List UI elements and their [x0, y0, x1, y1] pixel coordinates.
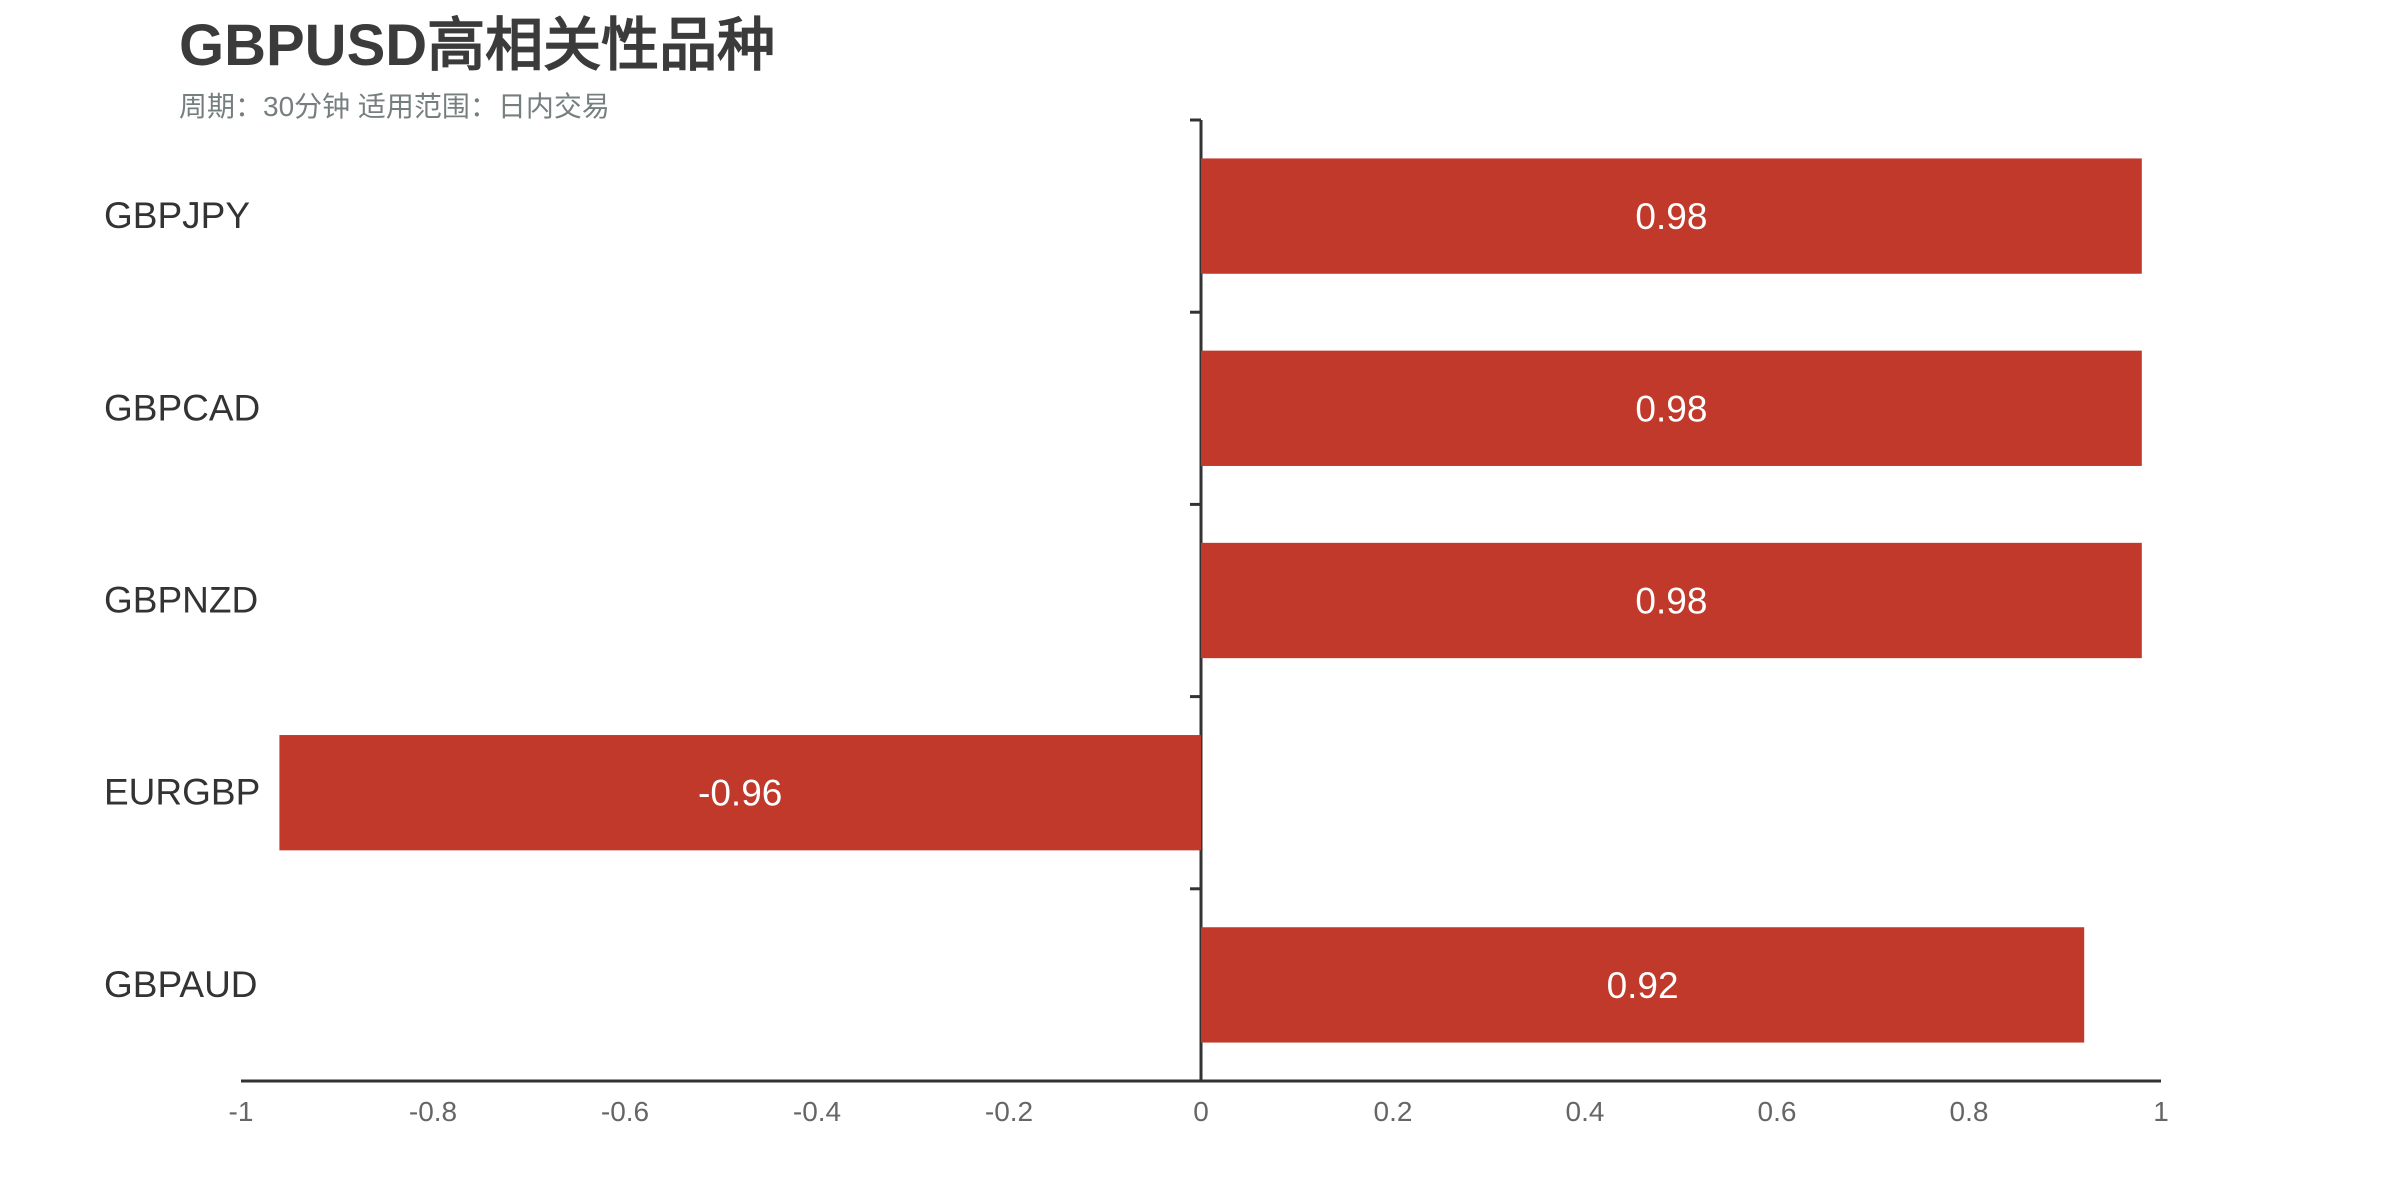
svg-text:0.98: 0.98 [1635, 196, 1707, 237]
svg-text:0: 0 [1193, 1096, 1209, 1127]
svg-text:0.8: 0.8 [1950, 1096, 1989, 1127]
svg-text:-0.2: -0.2 [985, 1096, 1033, 1127]
svg-text:1: 1 [2153, 1096, 2169, 1127]
svg-text:0.98: 0.98 [1635, 581, 1707, 622]
svg-text:0.92: 0.92 [1607, 965, 1679, 1006]
svg-text:-0.8: -0.8 [409, 1096, 457, 1127]
svg-text:EURGBP: EURGBP [104, 772, 260, 813]
svg-text:0.2: 0.2 [1374, 1096, 1413, 1127]
svg-text:GBPJPY: GBPJPY [104, 195, 250, 236]
svg-text:0.6: 0.6 [1758, 1096, 1797, 1127]
svg-text:GBPCAD: GBPCAD [104, 387, 260, 428]
svg-text:-0.6: -0.6 [601, 1096, 649, 1127]
svg-text:-0.4: -0.4 [793, 1096, 841, 1127]
svg-text:-0.96: -0.96 [698, 773, 782, 814]
svg-text:0.4: 0.4 [1566, 1096, 1605, 1127]
svg-text:-1: -1 [229, 1096, 254, 1127]
svg-text:0.98: 0.98 [1635, 388, 1707, 429]
svg-text:GBPAUD: GBPAUD [104, 964, 258, 1005]
svg-text:GBPNZD: GBPNZD [104, 580, 258, 621]
